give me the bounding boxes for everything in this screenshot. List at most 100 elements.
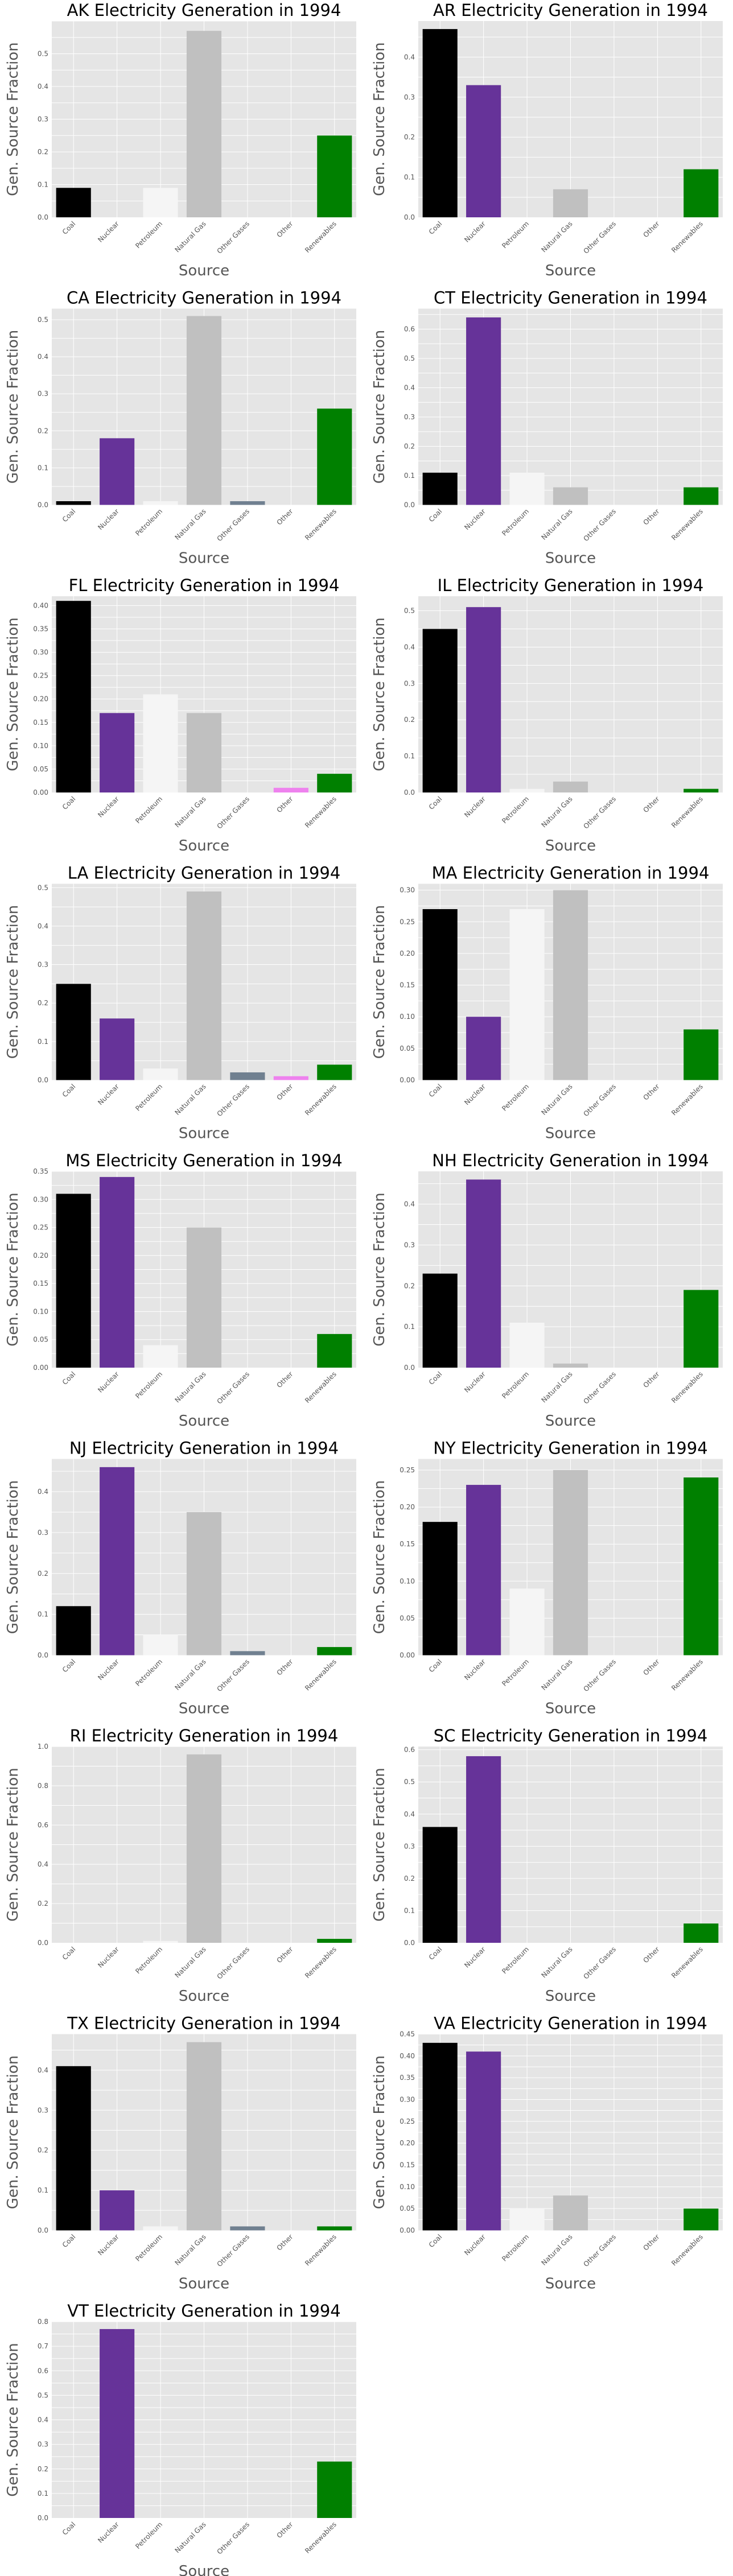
x-axis-label: Source [545, 1413, 596, 1430]
y-tick-label: 0.25 [33, 672, 48, 680]
chart-panel: 0.0 0.1 0.2 0.3 0.4 0.5 Coal Nuclear Petroleum Na… [5, 288, 356, 567]
y-tick-label: 0.40 [33, 601, 48, 609]
y-tick-label: 0.5 [404, 1778, 415, 1786]
x-tick-label: Other [275, 795, 294, 814]
bar-petroleum [509, 909, 545, 1080]
y-tick-label: 0.20 [400, 2139, 415, 2147]
x-tick-label: Natural Gas [540, 1658, 574, 1692]
y-tick-label: 0.3 [38, 390, 48, 398]
x-tick-label: Renewables [670, 2233, 705, 2268]
bar-petroleum [509, 1322, 545, 1368]
y-tick-label: 0.05 [33, 765, 48, 773]
y-tick-label: 0.5 [404, 607, 415, 615]
bar-other-gases [230, 1651, 265, 1656]
x-tick-label: Natural Gas [540, 2233, 574, 2267]
x-tick-label: Coal [61, 1658, 77, 1674]
x-tick-label: Other Gases [582, 1658, 618, 1694]
y-tick-label: 0.0 [38, 1076, 48, 1084]
y-tick-label: 0.3 [404, 679, 415, 687]
chart-title: MS Electricity Generation in 1994 [65, 1151, 342, 1170]
y-tick-label: 0.20 [400, 950, 415, 957]
y-tick-label: 0.6 [404, 325, 415, 333]
bar-natural-gas [186, 891, 222, 1080]
bar-nuclear [466, 1485, 501, 1656]
y-axis-label: Gen. Source Fraction [5, 1480, 22, 1634]
bar-renewables [683, 789, 719, 792]
y-tick-label: 0.00 [400, 2227, 415, 2235]
y-axis-label: Gen. Source Fraction [5, 1192, 22, 1347]
y-tick-label: 0.5 [38, 884, 48, 891]
y-tick-label: 0.20 [33, 1252, 48, 1260]
chart-title: IL Electricity Generation in 1994 [438, 576, 704, 595]
chart-panel: 0.0 0.1 0.2 0.3 0.4 0.5 Coal Nuclear Petroleum Na… [5, 1, 356, 279]
bar-renewables [683, 487, 719, 505]
x-tick-label: Petroleum [134, 1945, 164, 1975]
x-tick-label: Nuclear [96, 1658, 121, 1682]
x-tick-label: Renewables [303, 2233, 338, 2268]
x-tick-label: Coal [61, 2520, 77, 2537]
y-axis-label: Gen. Source Fraction [371, 1192, 388, 1347]
chart-title: AR Electricity Generation in 1994 [433, 1, 708, 20]
x-tick-label: Renewables [303, 1083, 338, 1117]
y-tick-label: 0.15 [33, 1279, 48, 1287]
x-axis-label: Source [179, 1988, 229, 2005]
y-tick-label: 0.0 [404, 789, 415, 796]
x-axis-label: Source [545, 1988, 596, 2005]
chart-panel: 0.0 0.2 0.4 0.6 0.8 1.0 Coal Nuclear Petroleum Na… [5, 1726, 356, 2005]
bar-petroleum [509, 1588, 545, 1656]
y-tick-label: 0.15 [33, 719, 48, 726]
x-tick-label: Renewables [303, 1658, 338, 1692]
bar-other-gases [230, 501, 265, 505]
y-tick-label: 0.2 [38, 148, 48, 156]
chart-panel: 0.00 0.05 0.10 0.15 0.20 0.25 0.30 0.35 Coal Nucl… [5, 1151, 356, 1430]
y-tick-label: 0.35 [33, 1167, 48, 1175]
x-tick-label: Nuclear [463, 1083, 487, 1107]
y-tick-label: 0.4 [38, 2416, 48, 2424]
x-tick-label: Coal [427, 1370, 444, 1386]
bar-coal [56, 1194, 91, 1368]
y-tick-label: 0.2 [404, 443, 415, 451]
x-tick-label: Nuclear [96, 1945, 121, 1970]
bar-nuclear [466, 1756, 501, 1943]
y-axis-label: Gen. Source Fraction [371, 1480, 388, 1634]
y-tick-label: 0.00 [400, 1076, 415, 1084]
y-tick-label: 0.8 [38, 1782, 48, 1790]
y-tick-label: 1.0 [38, 1743, 48, 1751]
x-tick-label: Natural Gas [174, 220, 208, 254]
x-tick-label: Coal [61, 220, 77, 236]
y-tick-label: 0.30 [400, 2096, 415, 2104]
y-tick-label: 0.5 [38, 2391, 48, 2399]
bar-coal [56, 984, 91, 1080]
y-axis-label: Gen. Source Fraction [5, 905, 22, 1059]
bar-natural-gas [553, 890, 588, 1080]
bar-coal [422, 909, 458, 1080]
x-axis-label: Source [545, 1125, 596, 1142]
chart-title: RI Electricity Generation in 1994 [70, 1726, 339, 1745]
chart-title: NJ Electricity Generation in 1994 [69, 1439, 339, 1458]
bar-nuclear [466, 1017, 501, 1080]
y-tick-label: 0.3 [38, 115, 48, 123]
x-tick-label: Other Gases [216, 1370, 252, 1406]
x-axis-label: Source [545, 262, 596, 279]
bar-petroleum [509, 2208, 545, 2231]
bar-other [273, 787, 308, 792]
x-tick-label: Natural Gas [174, 1083, 208, 1117]
x-tick-label: Other Gases [216, 220, 252, 255]
x-tick-label: Nuclear [96, 1083, 121, 1107]
bar-coal [56, 188, 91, 217]
y-tick-label: 0.0 [38, 1939, 48, 1947]
x-tick-label: Other [275, 1083, 294, 1102]
y-tick-label: 0.25 [400, 918, 415, 926]
bar-petroleum [509, 789, 545, 792]
y-tick-label: 0.4 [404, 384, 415, 392]
chart-panel: 0.00 0.05 0.10 0.15 0.20 0.25 0.30 Coal Nuclear P… [371, 864, 723, 1142]
y-tick-label: 0.10 [33, 1307, 48, 1315]
y-tick-label: 0.3 [38, 2441, 48, 2449]
bar-renewables [317, 1647, 352, 1656]
y-tick-label: 0.25 [400, 2117, 415, 2125]
x-tick-label: Coal [61, 2233, 77, 2249]
x-tick-label: Petroleum [134, 1370, 164, 1400]
x-tick-label: Natural Gas [540, 1945, 574, 1979]
y-tick-label: 0.2 [404, 133, 415, 141]
y-tick-label: 0.5 [38, 316, 48, 324]
